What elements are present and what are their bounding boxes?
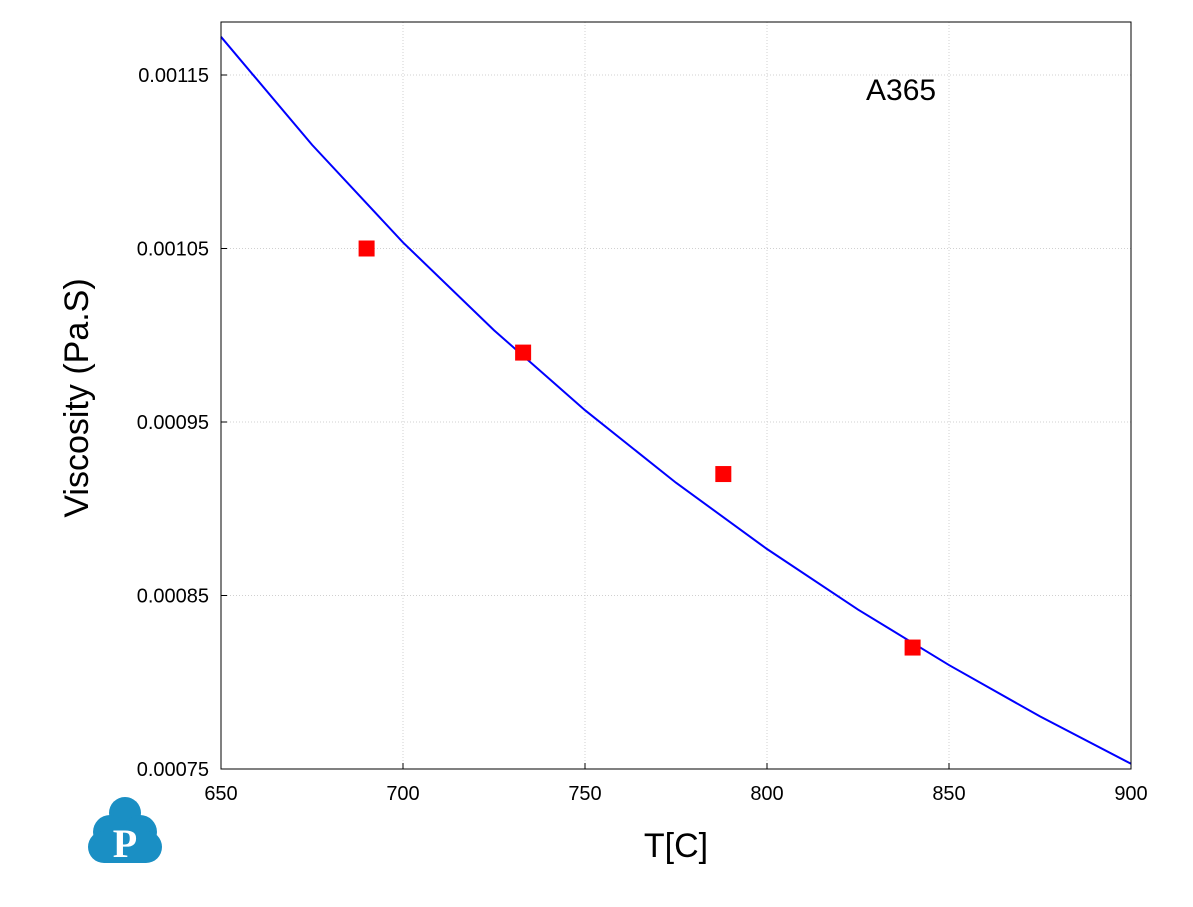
y-axis-label: Viscosity (Pa.S) [58, 278, 96, 517]
x-tick-label: 850 [932, 783, 965, 805]
x-tick-label: 650 [204, 783, 237, 805]
y-tick-label: 0.00095 [137, 412, 209, 434]
annotation-label: A365 [866, 74, 936, 107]
data-point [515, 344, 532, 361]
x-tick-label: 750 [568, 783, 601, 805]
x-tick-label: 800 [750, 783, 783, 805]
plot-frame [220, 21, 1132, 770]
y-tick-label: 0.00075 [137, 759, 209, 781]
fit-curve [220, 36, 1132, 765]
tick-labels: 650 700 750 800 850 900 0.00075 0.00085 0.00095 0… [137, 65, 1148, 805]
x-tick-label: 700 [386, 783, 419, 805]
x-tick-label: 900 [1114, 783, 1147, 805]
data-point [358, 240, 375, 257]
data-point [904, 639, 921, 656]
svg-text:P: P [113, 821, 137, 866]
y-tick-label: 0.00105 [137, 239, 209, 261]
data-marks [220, 36, 1132, 765]
data-point [715, 466, 732, 483]
x-axis-label: T[C] [644, 827, 708, 865]
y-tick-label: 0.00115 [138, 65, 209, 87]
logo-icon: P [88, 797, 162, 866]
y-tick-label: 0.00085 [137, 586, 209, 608]
grid [220, 22, 1132, 770]
